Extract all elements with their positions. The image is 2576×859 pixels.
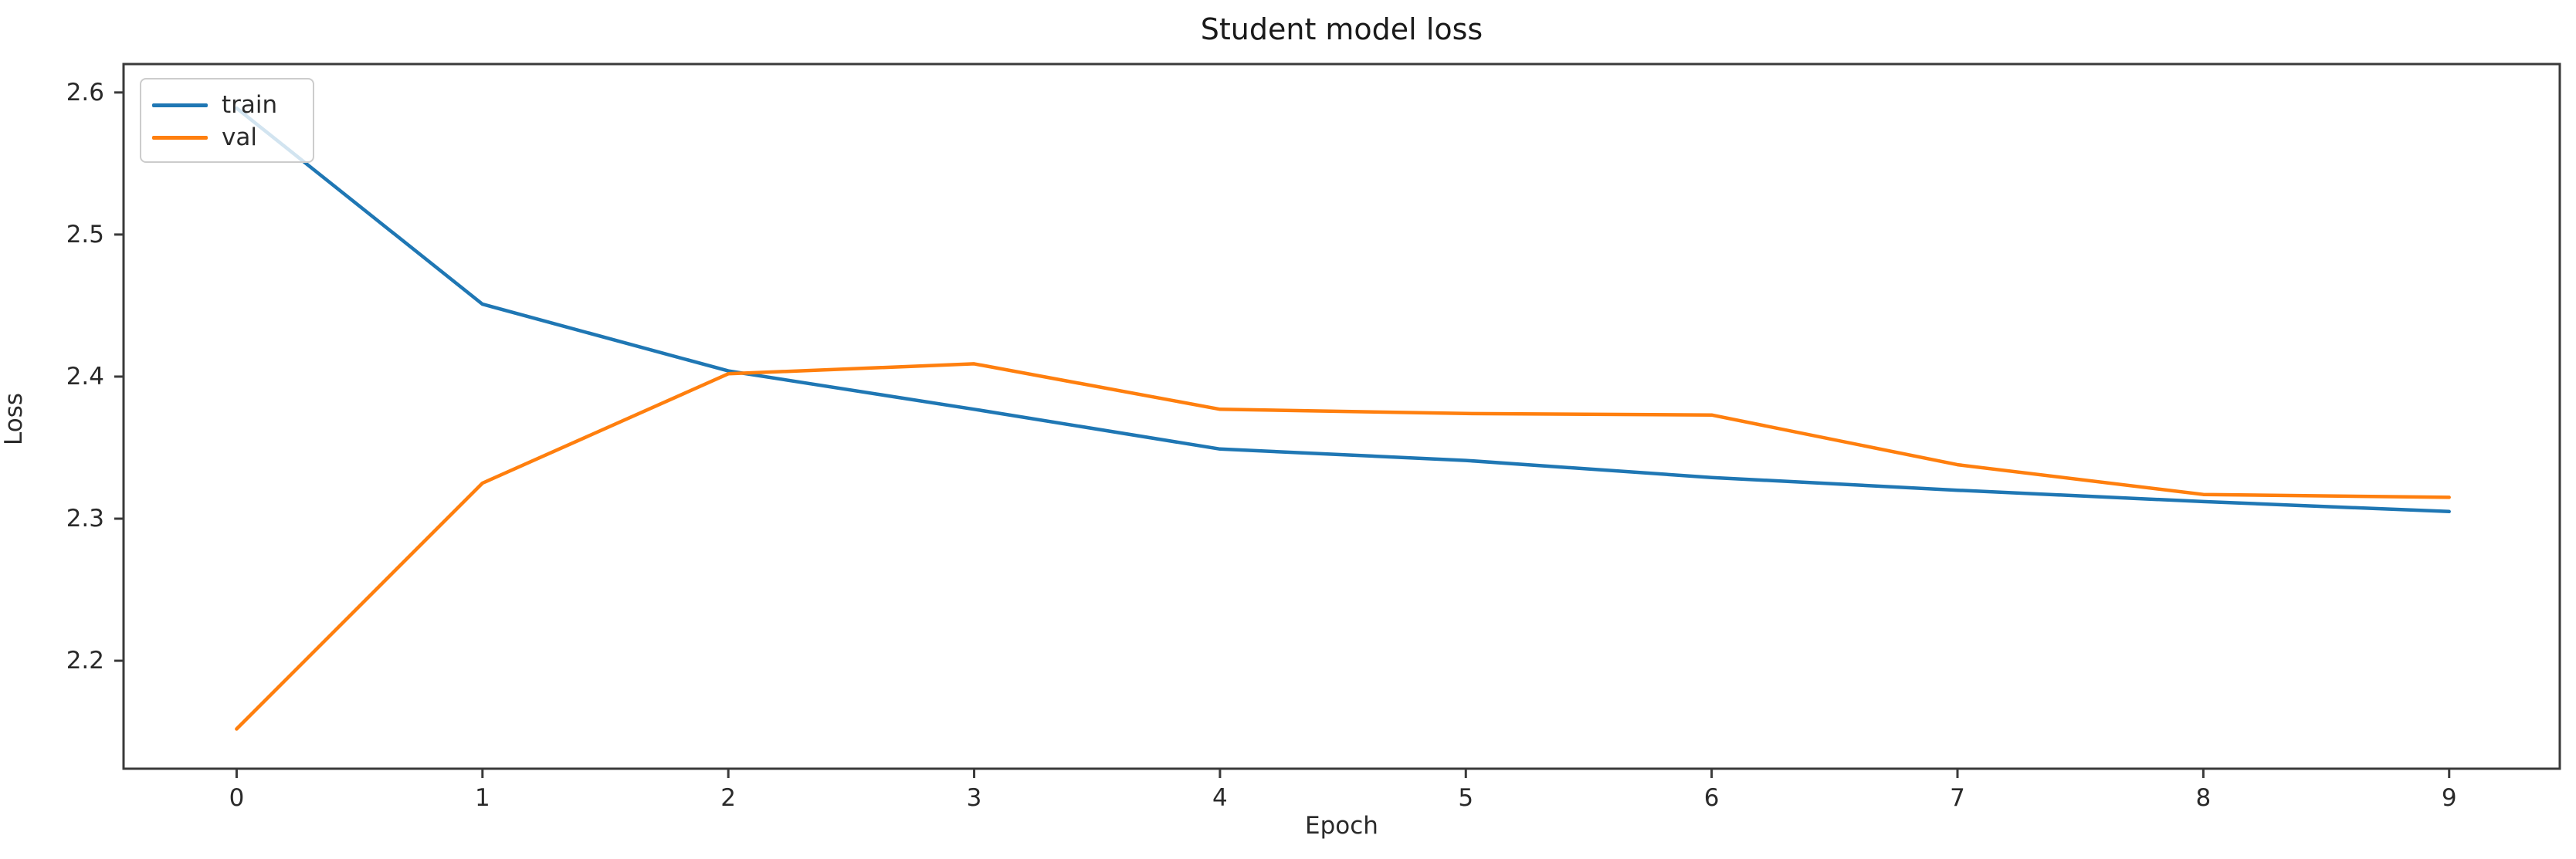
x-tick-label: 4 — [1212, 784, 1228, 812]
legend: train val — [140, 78, 314, 163]
x-tick-label: 5 — [1458, 784, 1474, 812]
x-tick-label: 8 — [2195, 784, 2212, 812]
legend-label-val: val — [222, 123, 257, 151]
y-tick-label: 2.2 — [66, 647, 104, 675]
x-tick-label: 0 — [229, 784, 245, 812]
val-line — [235, 362, 2451, 731]
legend-item-val: val — [152, 121, 300, 154]
x-axis-label: Epoch — [1305, 812, 1378, 840]
x-tick-label: 3 — [966, 784, 982, 812]
chart-title: Student model loss — [1200, 12, 1483, 46]
y-tick-label: 2.4 — [66, 362, 104, 391]
legend-item-train: train — [152, 89, 300, 121]
x-tick-label: 2 — [720, 784, 737, 812]
axes-spines — [122, 63, 2561, 770]
y-tick-label: 2.5 — [66, 220, 104, 249]
train-line — [235, 106, 2451, 514]
y-tick-label: 2.6 — [66, 78, 104, 107]
x-tick-label: 6 — [1703, 784, 1720, 812]
x-tick-label: 9 — [2441, 784, 2457, 812]
x-tick-label: 7 — [1950, 784, 1965, 812]
val-line-swatch-icon — [152, 135, 208, 140]
legend-label-train: train — [222, 90, 278, 119]
x-tick-label: 1 — [474, 784, 490, 812]
train-line-swatch-icon — [152, 103, 208, 107]
y-tick-label: 2.3 — [66, 505, 104, 533]
